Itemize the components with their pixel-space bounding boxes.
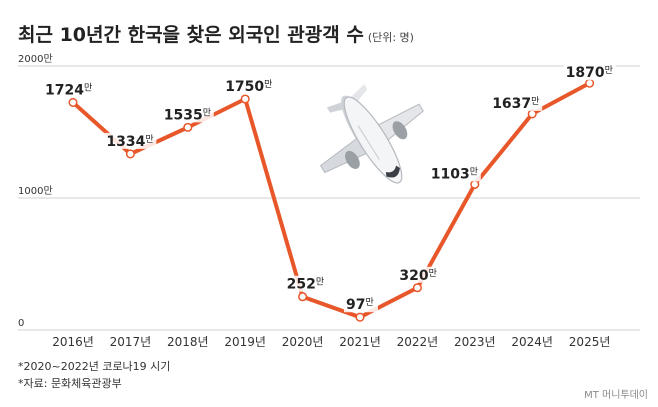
data-point (183, 122, 193, 132)
data-label-backing (284, 275, 328, 292)
data-label: 1637만 (490, 94, 543, 112)
data-point (298, 292, 308, 302)
data-label-backing (104, 132, 157, 149)
x-tick-label: 2022년 (397, 335, 439, 349)
data-label: 252만 (284, 275, 328, 293)
data-label: 1724만 (43, 81, 95, 98)
series-line (71, 81, 592, 320)
x-tick-label: 2025년 (569, 335, 611, 349)
publisher-credit: MT 머니투데이 (584, 390, 648, 401)
data-point (125, 149, 135, 159)
y-tick-label: 1000만 (18, 185, 53, 197)
data-label-backing (223, 78, 276, 94)
data-label-text: 1750만 (225, 79, 272, 95)
data-label-backing (563, 64, 616, 81)
y-tick-label: 0 (18, 318, 24, 329)
data-label-backing (161, 106, 214, 123)
data-label-text: 1535만 (164, 107, 211, 123)
data-label-backing (428, 165, 481, 182)
data-point (68, 97, 78, 107)
unit-note: (단위: 명) (367, 31, 414, 44)
data-label: 1103만 (428, 165, 481, 182)
airplane-icon (319, 84, 424, 184)
y-tick-label: 2000만 (18, 53, 53, 65)
data-point (355, 312, 365, 322)
data-label: 97만 (344, 296, 378, 313)
footnote-covid: *2020~2022년 코로나19 시기 (18, 360, 171, 373)
data-label-text: 252만 (287, 277, 325, 293)
data-label-backing (490, 94, 543, 111)
data-label-text: 97만 (346, 297, 374, 313)
data-point (412, 283, 422, 293)
x-tick-label: 2018년 (167, 335, 209, 349)
data-label-backing (397, 266, 441, 283)
x-tick-label: 2019년 (224, 335, 266, 349)
data-point (470, 179, 480, 189)
footnote-source: *자료: 문화체육관광부 (18, 377, 122, 390)
chart-title-text: 최근 10년간 한국을 찾은 외국인 관광객 수 (18, 24, 364, 46)
data-label-text: 1334만 (106, 134, 153, 150)
data-label-text: 1637만 (492, 96, 539, 112)
x-tick-label: 2016년 (52, 335, 94, 349)
data-label-text: 1724만 (45, 82, 92, 98)
data-label-backing (43, 81, 95, 98)
data-label-backing (344, 296, 378, 313)
x-tick-label: 2020년 (282, 335, 324, 349)
chart-title: 최근 10년간 한국을 찾은 외국인 관광객 수 (단위: 명) (18, 20, 414, 47)
x-tick-label: 2023년 (454, 335, 496, 349)
data-point (240, 94, 250, 104)
data-label: 1750만 (223, 78, 276, 95)
x-tick-label: 2024년 (511, 335, 553, 349)
data-label-text: 1103만 (431, 166, 478, 182)
data-label: 1535만 (161, 106, 214, 123)
x-tick-label: 2021년 (339, 335, 381, 349)
data-label-text: 1870만 (566, 65, 613, 81)
data-label: 320만 (397, 266, 441, 284)
x-tick-label: 2017년 (110, 335, 152, 349)
data-label-text: 320만 (399, 268, 437, 284)
data-label: 1334만 (104, 132, 157, 150)
data-label: 1870만 (563, 64, 616, 81)
